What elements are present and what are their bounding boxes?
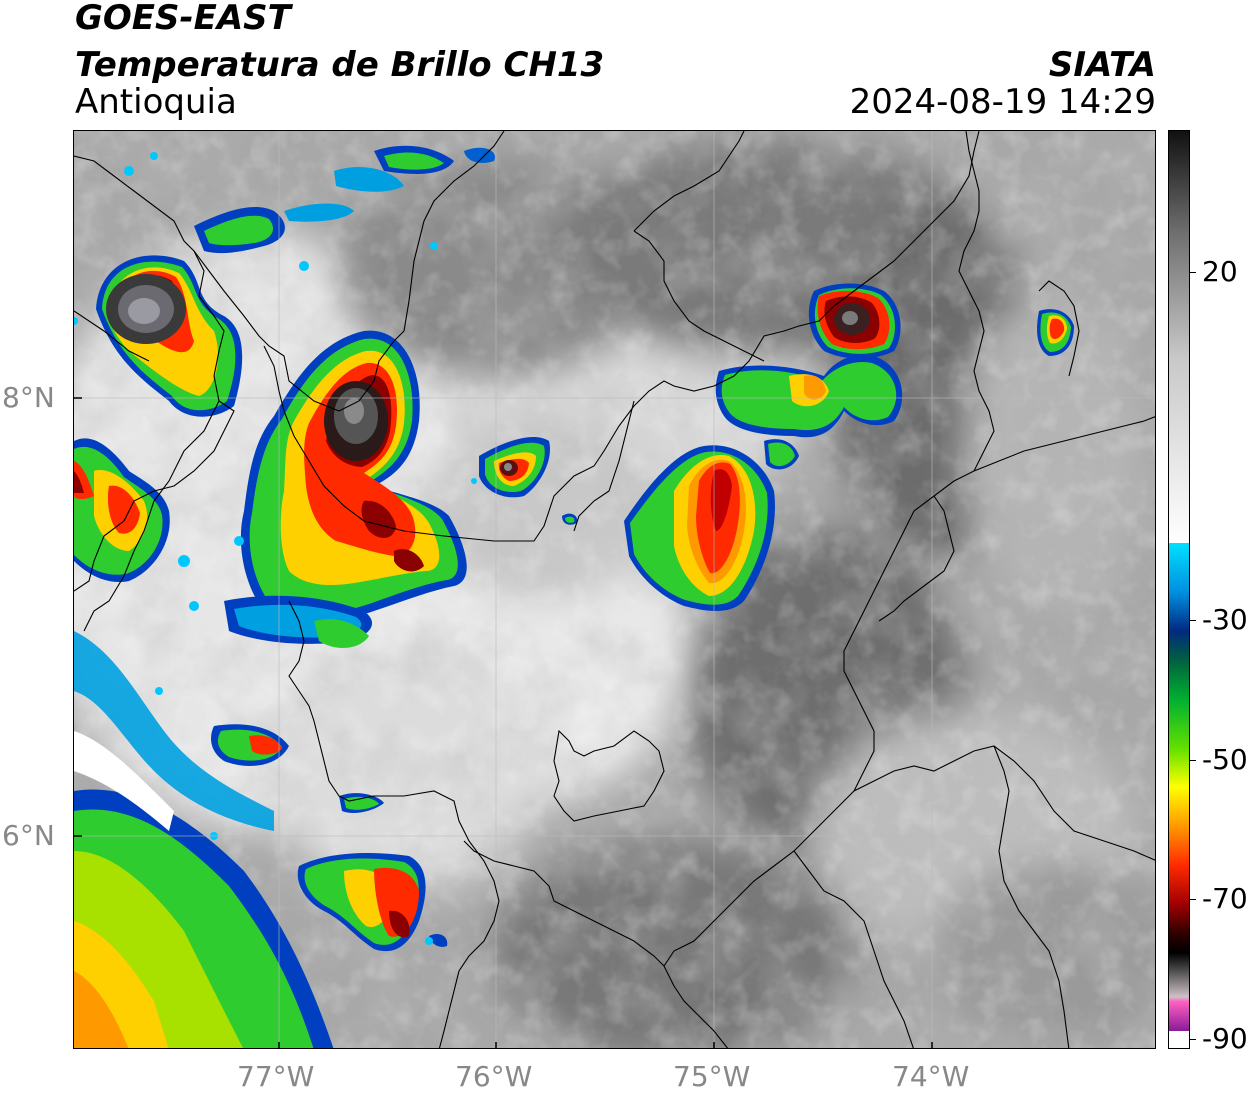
lon-label-77w: 77°W xyxy=(237,1060,315,1093)
lon-label-75w: 75°W xyxy=(673,1060,751,1093)
colorbar xyxy=(1168,130,1190,1049)
colorbar-label-m30: -30 xyxy=(1202,603,1248,636)
colorbar-label-m50: -50 xyxy=(1202,743,1248,776)
colorbar-tick-20 xyxy=(1190,272,1196,273)
map-svg xyxy=(74,131,1155,1048)
agency-label: SIATA xyxy=(1048,45,1156,85)
boundaries xyxy=(74,131,1155,1048)
title-satellite: GOES-EAST xyxy=(75,0,291,38)
storm-center-east xyxy=(624,445,775,611)
graticule xyxy=(74,131,1155,1048)
frame-ticks xyxy=(74,397,933,1048)
lon-label-76w: 76°W xyxy=(455,1060,533,1093)
title-region: Antioquia xyxy=(75,82,237,122)
storm-west-coast xyxy=(74,438,170,582)
lat-label-8n: 8°N xyxy=(2,381,55,414)
storm-nw xyxy=(96,255,243,417)
datetime-label: 2024-08-19 14:29 xyxy=(849,82,1156,122)
title-product: Temperatura de Brillo CH13 xyxy=(75,45,605,85)
lon-label-74w: 74°W xyxy=(892,1060,970,1093)
convection-southwest xyxy=(74,789,334,1048)
lat-label-6n: 6°N xyxy=(2,819,55,852)
storm-south-strip xyxy=(211,595,448,952)
storm-small-center xyxy=(479,436,578,525)
satellite-map[interactable] xyxy=(73,130,1156,1049)
colorbar-label-m90: -90 xyxy=(1202,1022,1248,1055)
colorbar-tick-m70 xyxy=(1190,899,1196,900)
storm-center-west xyxy=(240,330,467,626)
colorbar-svg xyxy=(1169,131,1189,1048)
storm-north-strip xyxy=(194,145,495,254)
colorbar-tick-m30 xyxy=(1190,620,1196,621)
colorbar-tick-m90 xyxy=(1190,1039,1196,1040)
convective-specks xyxy=(74,152,477,945)
storm-northeast xyxy=(715,283,1074,470)
colorbar-label-m70: -70 xyxy=(1202,882,1248,915)
colorbar-label-20: 20 xyxy=(1202,255,1238,288)
colorbar-tick-m50 xyxy=(1190,760,1196,761)
